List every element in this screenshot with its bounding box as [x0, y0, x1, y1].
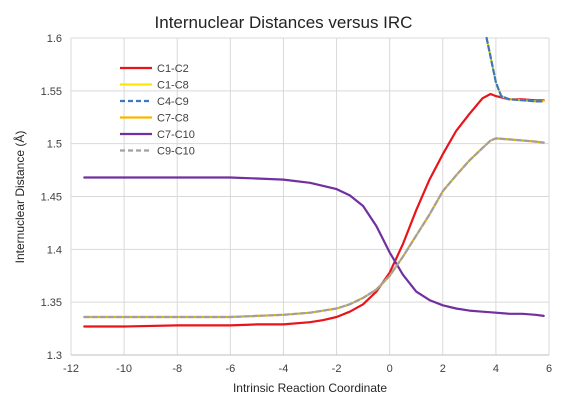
- legend-label-c4-c9: C4-C9: [157, 96, 189, 108]
- legend-label-c9-c10: C9-C10: [157, 146, 195, 158]
- x-tick-label: 0: [387, 363, 393, 375]
- y-axis-label: Internuclear Distance (Å): [12, 131, 27, 264]
- y-tick-label: 1.35: [41, 297, 62, 309]
- x-tick-label: -6: [225, 363, 235, 375]
- x-tick-label: -2: [332, 363, 342, 375]
- chart-title: Internuclear Distances versus IRC: [155, 13, 413, 32]
- x-tick-label: 2: [440, 363, 446, 375]
- x-tick-label: -8: [172, 363, 182, 375]
- series-line-c9-c10: [83, 137, 545, 319]
- y-tick-label: 1.6: [47, 33, 62, 45]
- axes: -12 -10 -8 -6 -4 -2 0 2 4 6 1.3 1.35 1.4 1.45 1.5 1.55 1…: [41, 33, 552, 375]
- x-axis-label: Intrinsic Reaction Coordinate: [233, 381, 387, 395]
- series-lines: [83, 36, 545, 328]
- legend-label-c7-c10: C7-C10: [157, 129, 195, 141]
- series-line-c7-c10: [83, 176, 545, 317]
- series-line-c4-c9: [485, 36, 545, 103]
- y-tick-label: 1.45: [41, 192, 62, 204]
- legend-label-c1-c2: C1-C2: [157, 63, 189, 75]
- y-tick-label: 1.4: [47, 244, 62, 256]
- series-line-c1-c2: [83, 92, 545, 328]
- series-line-c7-c8: [83, 137, 545, 319]
- x-tick-label: 4: [493, 363, 499, 375]
- x-tick-label: -4: [279, 363, 289, 375]
- x-tick-label: 6: [546, 363, 552, 375]
- series-line-c1-c8: [485, 36, 545, 103]
- x-tick-label: -12: [63, 363, 79, 375]
- y-tick-label: 1.5: [47, 139, 62, 151]
- legend-label-c7-c8: C7-C8: [157, 113, 189, 125]
- y-tick-label: 1.55: [41, 86, 62, 98]
- y-tick-label: 1.3: [47, 350, 62, 362]
- legend: C1-C2 C1-C8 C4-C9 C7-C8 C7-C10 C9-C10: [120, 63, 195, 158]
- legend-label-c1-c8: C1-C8: [157, 80, 189, 92]
- x-tick-label: -10: [116, 363, 132, 375]
